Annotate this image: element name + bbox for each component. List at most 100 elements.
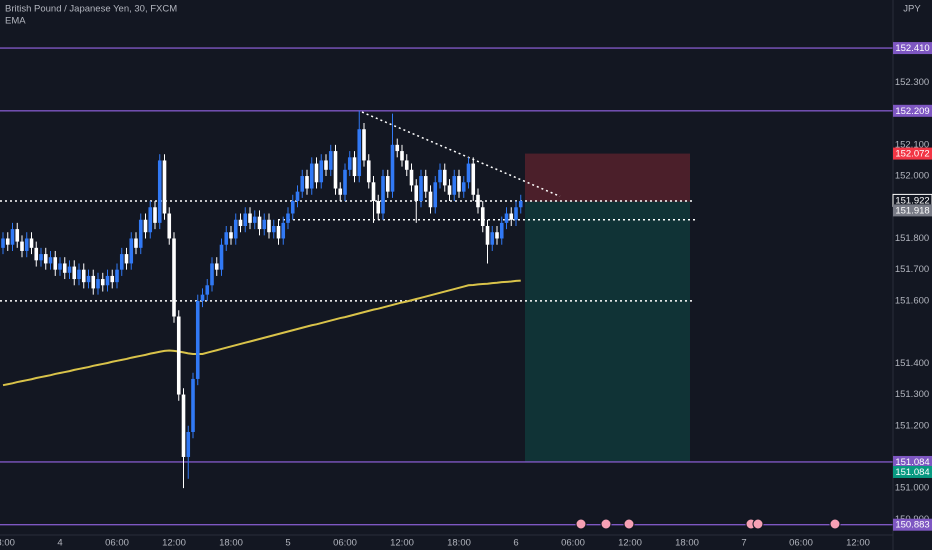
price-label-box bbox=[893, 518, 932, 531]
candle-body bbox=[514, 207, 518, 220]
candle-body bbox=[352, 157, 357, 177]
candle-body bbox=[176, 316, 181, 395]
candle-body bbox=[480, 207, 485, 226]
candle-body bbox=[509, 213, 514, 220]
price-label: 152.209 bbox=[895, 106, 929, 117]
candle-body bbox=[499, 222, 504, 239]
x-tick-label: 7 bbox=[741, 538, 746, 549]
candle-body bbox=[295, 191, 300, 202]
x-tick-label: 5 bbox=[285, 538, 290, 549]
candle-body bbox=[157, 160, 162, 223]
candle-body bbox=[162, 160, 167, 214]
candle-body bbox=[105, 275, 110, 286]
candle-body bbox=[233, 219, 238, 239]
candle-body bbox=[504, 213, 509, 223]
candle-body bbox=[77, 269, 81, 280]
plot-area bbox=[0, 47, 893, 526]
event-icon[interactable] bbox=[575, 518, 587, 530]
candle-body bbox=[134, 238, 138, 248]
y-tick-label: 151.600 bbox=[895, 295, 929, 306]
x-tick-label: 12:00 bbox=[618, 538, 642, 549]
candle-body bbox=[10, 229, 15, 245]
candle-body bbox=[438, 169, 442, 183]
stop-zone bbox=[525, 153, 690, 202]
candle-body bbox=[138, 219, 143, 248]
candle-body bbox=[124, 254, 129, 264]
candle-body bbox=[186, 431, 191, 457]
candle-body bbox=[257, 216, 262, 230]
candle-body bbox=[172, 238, 176, 317]
y-tick-label: 151.300 bbox=[895, 389, 929, 400]
candle-body bbox=[48, 257, 53, 264]
ema-line bbox=[2, 279, 521, 387]
candle-body bbox=[53, 257, 58, 270]
candle-body bbox=[381, 176, 385, 214]
event-icon[interactable] bbox=[600, 518, 612, 530]
candle-body bbox=[447, 185, 452, 195]
price-label: 151.922 bbox=[895, 195, 929, 206]
candle-body bbox=[309, 163, 314, 189]
price-label: 152.410 bbox=[895, 43, 929, 54]
event-icon[interactable] bbox=[829, 518, 841, 530]
x-tick-label: 6 bbox=[513, 538, 518, 549]
x-tick-label: 12:00 bbox=[390, 538, 414, 549]
candle-body bbox=[181, 394, 186, 457]
candle-body bbox=[110, 275, 115, 283]
candle-body bbox=[390, 144, 395, 192]
candle-body bbox=[485, 225, 490, 245]
candle-body bbox=[442, 169, 447, 186]
candle-body bbox=[414, 185, 419, 202]
candle-body bbox=[262, 219, 267, 230]
candle-body bbox=[286, 213, 290, 223]
candle-body bbox=[96, 279, 100, 289]
candle-body bbox=[86, 275, 91, 283]
x-tick-label: 06:00 bbox=[789, 538, 813, 549]
x-tick-label: 18:00 bbox=[447, 538, 471, 549]
candle-body bbox=[457, 176, 461, 192]
price-label-box bbox=[893, 465, 932, 478]
price-label: 152.072 bbox=[895, 149, 929, 160]
candle-body bbox=[248, 213, 252, 223]
candle-body bbox=[461, 182, 466, 192]
candle-body bbox=[229, 232, 233, 239]
candle-body bbox=[34, 247, 39, 261]
candle-body bbox=[319, 160, 324, 183]
currency: JPY bbox=[903, 4, 921, 15]
candle-body bbox=[333, 151, 338, 189]
x-tick-label: 12:00 bbox=[162, 538, 186, 549]
y-tick-label: 151.000 bbox=[895, 483, 929, 494]
x-tick-label: 06:00 bbox=[105, 538, 129, 549]
candle-body bbox=[338, 188, 343, 195]
candle-body bbox=[423, 176, 428, 192]
x-tick-label: 4 bbox=[57, 538, 62, 549]
candle-body bbox=[276, 225, 281, 239]
x-tick-label: 12:00 bbox=[846, 538, 870, 549]
candle-body bbox=[281, 222, 286, 239]
event-icon[interactable] bbox=[623, 518, 635, 530]
y-tick-label: 151.200 bbox=[895, 420, 929, 431]
candle-body bbox=[433, 182, 438, 208]
candle-body bbox=[1, 238, 5, 248]
y-tick-label: 151.800 bbox=[895, 233, 929, 244]
candle-body bbox=[400, 151, 404, 161]
candle-body bbox=[5, 238, 10, 245]
candle-body bbox=[191, 378, 195, 432]
axes: 152.300 152.100 152.000 151.800 151.700 151.6… bbox=[0, 42, 932, 549]
y-tick-label: 152.300 bbox=[895, 77, 929, 88]
candle-body bbox=[238, 219, 243, 226]
candle-body bbox=[419, 176, 423, 202]
event-icon[interactable] bbox=[752, 518, 764, 530]
candle-body bbox=[366, 160, 371, 183]
candle-body bbox=[314, 163, 319, 183]
y-tick-label: 151.700 bbox=[895, 264, 929, 275]
candle-body bbox=[115, 269, 119, 283]
candle-body bbox=[290, 201, 295, 214]
y-tick-label: 151.400 bbox=[895, 358, 929, 369]
candle-body bbox=[72, 266, 77, 280]
candle-body bbox=[518, 201, 523, 208]
candle-body bbox=[119, 254, 124, 270]
candle-body bbox=[343, 169, 347, 195]
candle-body bbox=[200, 294, 205, 301]
candle-body bbox=[195, 300, 200, 379]
